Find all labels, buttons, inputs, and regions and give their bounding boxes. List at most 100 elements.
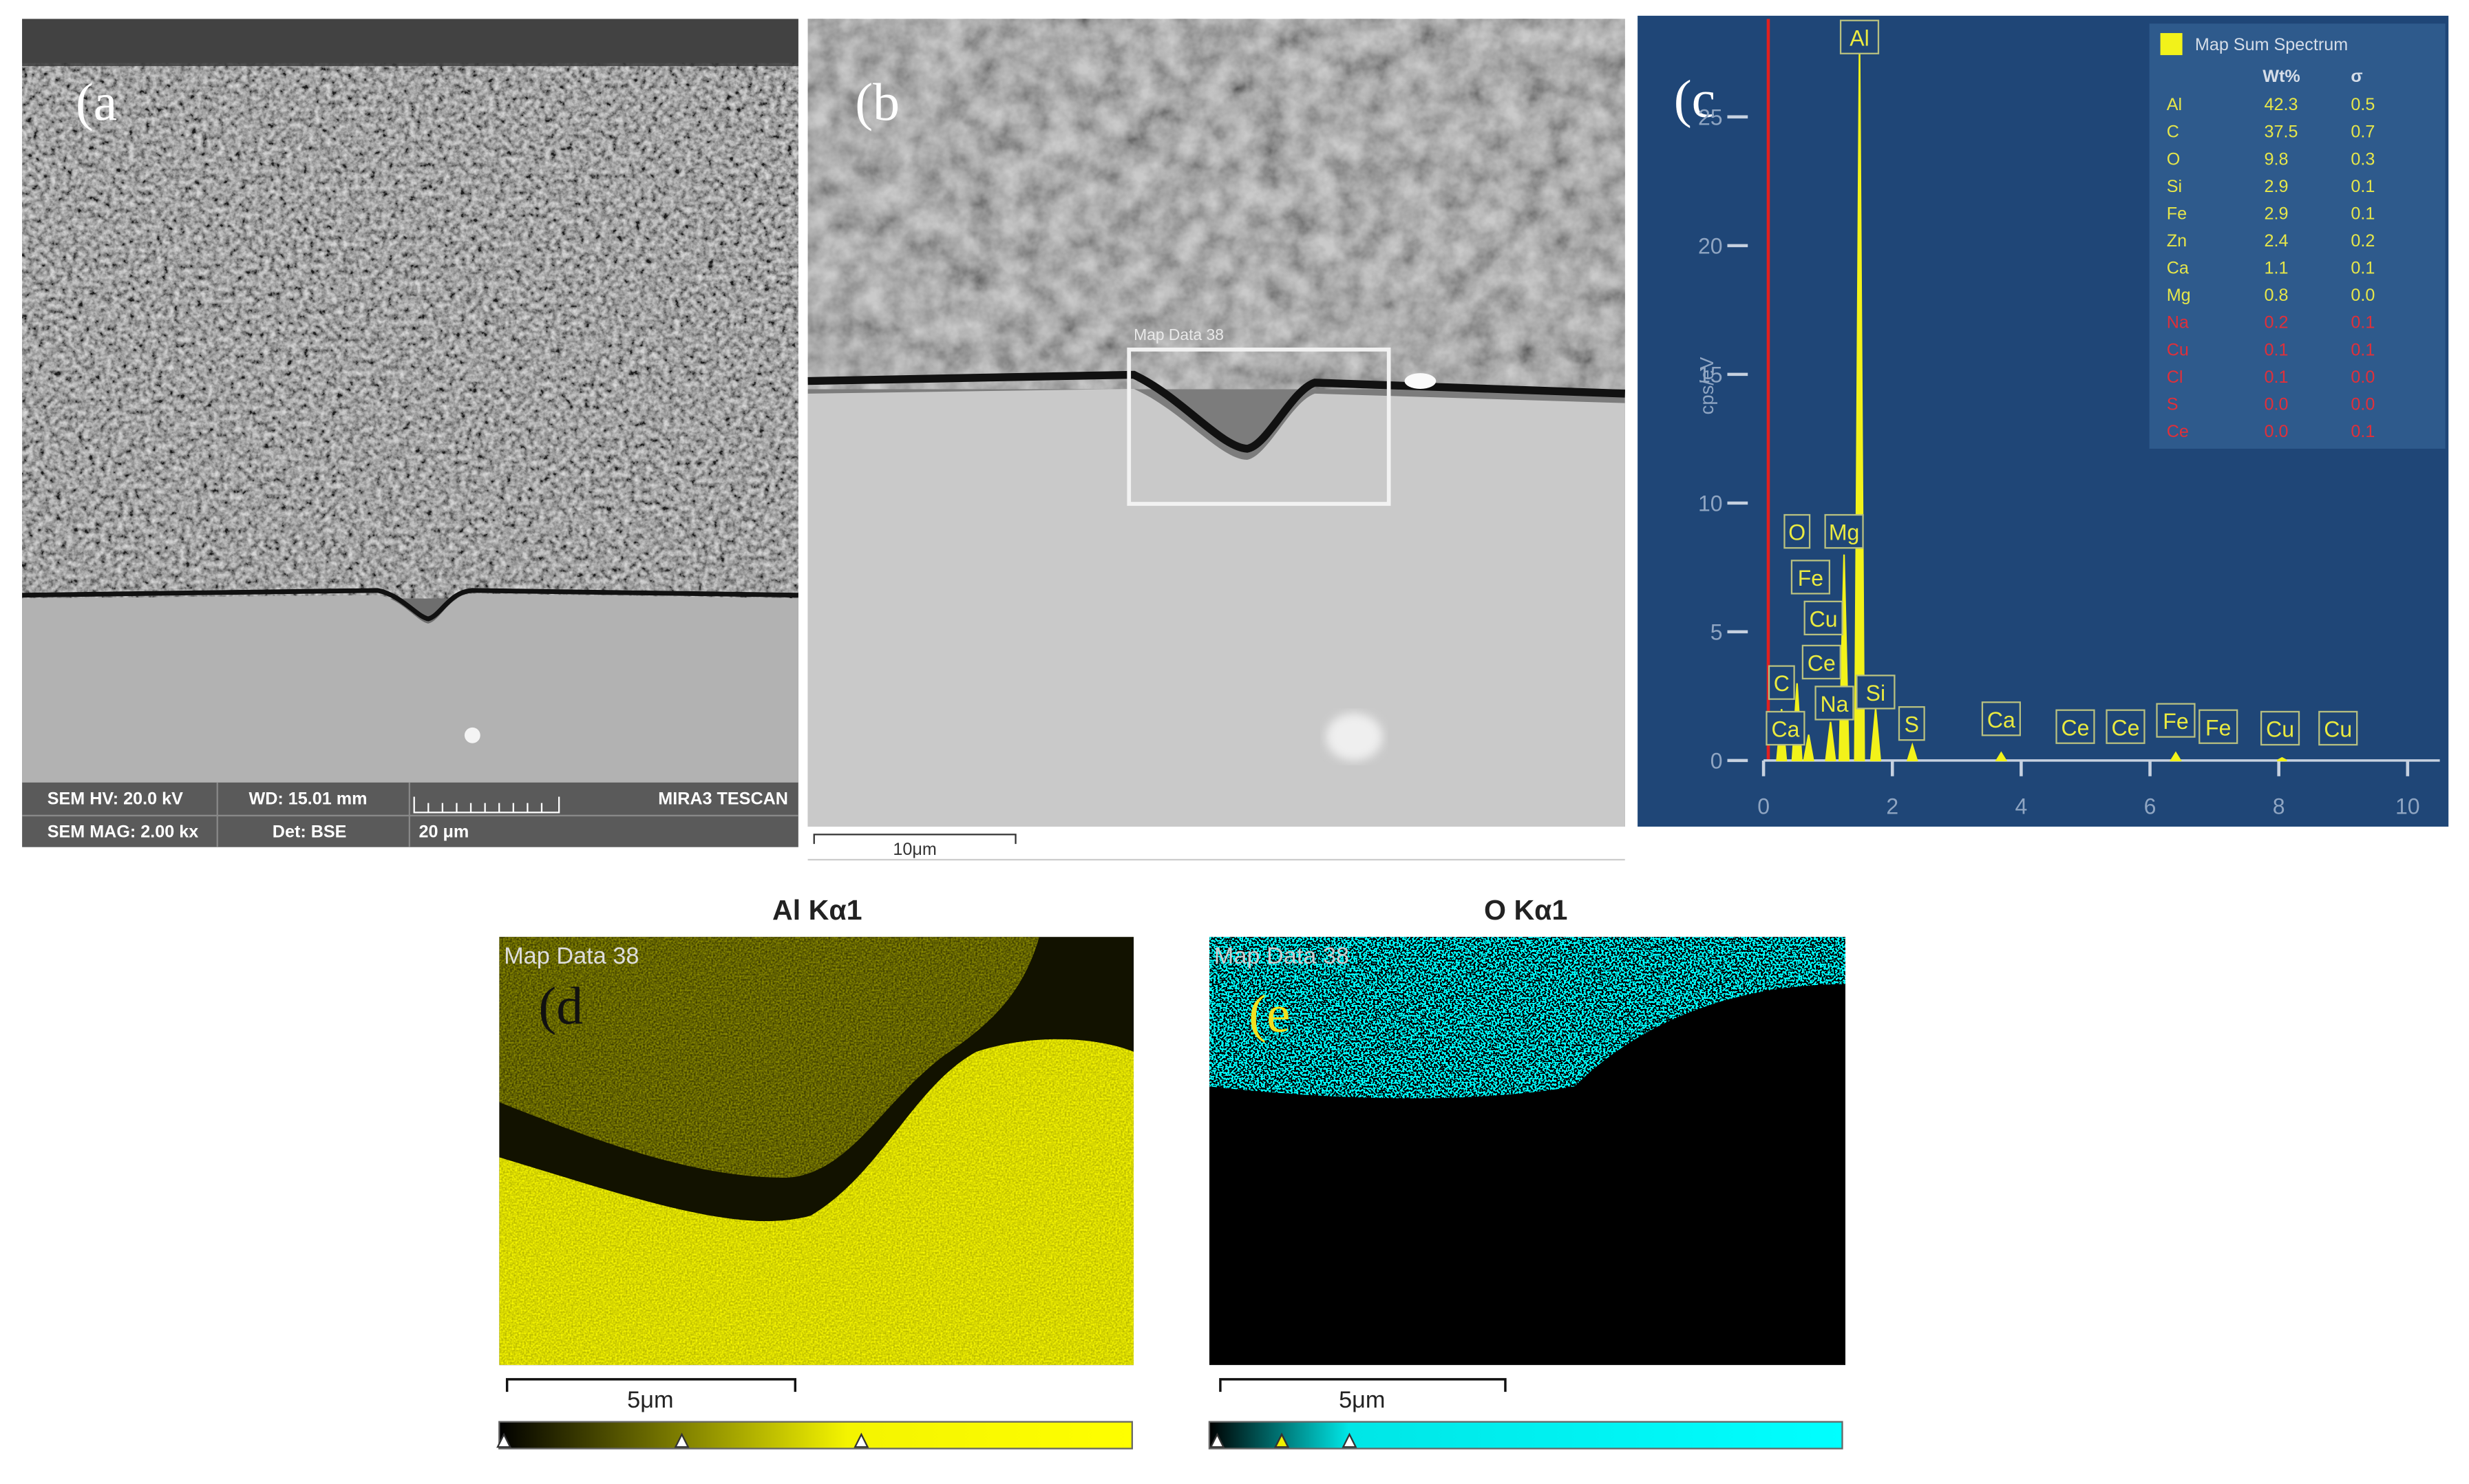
particle <box>1326 713 1383 761</box>
peak-label-box <box>2055 709 2095 744</box>
sem-texture <box>22 63 798 599</box>
table-wt: 2.4 <box>2265 231 2289 251</box>
table-sigma: 0.0 <box>2351 286 2375 305</box>
roi-box <box>1127 347 1391 506</box>
crack <box>807 370 1626 453</box>
table-wt: 42.3 <box>2265 95 2298 114</box>
sem-top-band <box>22 19 798 67</box>
peak <box>1825 721 1836 762</box>
info-scale: 20 μm <box>419 823 469 842</box>
peak-label: Ce <box>2062 715 2090 740</box>
table-element: Na <box>2167 313 2189 332</box>
panel-label: (c <box>1674 69 1715 128</box>
table-wt: 0.1 <box>2265 368 2289 387</box>
table-element: Fe <box>2167 204 2187 223</box>
peak-label-box <box>1814 686 1854 721</box>
peak-label: Ce <box>2112 715 2140 740</box>
peak-label: Al <box>1850 25 1869 50</box>
panel-a: SEM HV: 20.0 kV WD: 15.01 mm MIRA3 TESCA… <box>22 19 798 847</box>
peak <box>1854 39 1865 762</box>
table-wt: 2.9 <box>2265 177 2289 196</box>
peak-label-box <box>1766 710 1805 746</box>
colorbar <box>498 1421 1133 1450</box>
map-title: O Kα1 <box>1484 894 1567 926</box>
peak-label-box <box>1856 675 1896 710</box>
peak-label: Na <box>1821 692 1849 717</box>
peak-label-box <box>1824 513 1864 549</box>
table-element: Cu <box>2167 340 2189 359</box>
table-element: Mg <box>2167 286 2191 305</box>
sem-substrate <box>22 593 798 783</box>
peak-label: Fe <box>2163 709 2188 734</box>
panel-label: (b <box>855 72 900 131</box>
scale-bar <box>813 834 1017 845</box>
sem-texture <box>807 19 1625 390</box>
scale-label: 5μm <box>627 1387 673 1413</box>
element-map <box>1209 937 1846 1366</box>
scale-bar <box>1219 1378 1507 1392</box>
legend-swatch <box>2160 33 2183 56</box>
peak-label: Fe <box>1798 566 1823 591</box>
peak-label-box <box>1839 19 1880 54</box>
peak-label-box <box>2260 710 2300 746</box>
table-sigma: 0.2 <box>2351 231 2375 251</box>
peak-label-box <box>2318 710 2358 746</box>
info-det: Det: BSE <box>273 823 347 842</box>
table-wt: 1.1 <box>2265 259 2289 278</box>
table-header: Wt% <box>2263 67 2300 86</box>
x-tick-label: 8 <box>2273 794 2285 819</box>
x-tick-label: 2 <box>1886 794 1898 819</box>
peak <box>2170 751 2182 762</box>
peak-label: Cu <box>2324 717 2352 742</box>
peak-label-box <box>2106 709 2145 744</box>
legend-title: Map Sum Spectrum <box>2195 35 2348 54</box>
map-label: Map Data 38 <box>504 943 639 969</box>
table-sigma: 0.5 <box>2351 95 2375 114</box>
y-tick-label: 20 <box>1698 233 1723 258</box>
table-sigma: 0.3 <box>2351 149 2375 169</box>
table-sigma: 0.0 <box>2351 394 2375 414</box>
peak-label: O <box>1788 520 1805 545</box>
table-wt: 0.0 <box>2265 394 2289 414</box>
table-wt: 37.5 <box>2265 123 2298 142</box>
panel-label: (d <box>538 976 583 1035</box>
table-sigma: 0.1 <box>2351 204 2375 223</box>
info-wd: WD: 15.01 mm <box>249 789 368 809</box>
peak-label: S <box>1905 712 1919 737</box>
peak-label-box <box>1768 665 1795 700</box>
table-header: σ <box>2351 67 2362 86</box>
table-sigma: 0.0 <box>2351 368 2375 387</box>
peak-label: Si <box>1866 681 1885 706</box>
table-element: Ce <box>2167 422 2189 441</box>
roi-label: Map Data 38 <box>1134 326 1224 343</box>
peak-label-box <box>1783 513 1811 549</box>
y-tick-label: 15 <box>1698 362 1723 387</box>
legend-box <box>2149 23 2446 449</box>
table-element: Ca <box>2167 259 2189 278</box>
table-element: Si <box>2167 177 2182 196</box>
table-sigma: 0.1 <box>2351 259 2375 278</box>
map-title: Al Kα1 <box>772 894 862 926</box>
x-tick-label: 6 <box>2144 794 2157 819</box>
table-sigma: 0.1 <box>2351 313 2375 332</box>
info-brand: MIRA3 TESCAN <box>658 789 788 809</box>
particle <box>464 727 480 743</box>
peak-label: Ce <box>1808 650 1836 675</box>
table-wt: 9.8 <box>2265 149 2289 169</box>
table-sigma: 0.1 <box>2351 340 2375 359</box>
y-tick-label: 0 <box>1710 748 1723 773</box>
table-wt: 0.1 <box>2265 340 2289 359</box>
table-wt: 0.8 <box>2265 286 2289 305</box>
y-axis-label: cps/eV <box>1696 357 1717 415</box>
table-element: Zn <box>2167 231 2187 251</box>
panel-d: Al Kα1 Map Data 38 (d 5μm <box>496 894 1134 1450</box>
colorbar-handle <box>496 1432 869 1448</box>
panel-e: O Kα1 Map Data 38 (e 5μm <box>1208 894 1846 1450</box>
crack <box>22 588 798 622</box>
info-hv: SEM HV: 20.0 kV <box>47 789 183 809</box>
table-sigma: 0.1 <box>2351 177 2375 196</box>
peak <box>1995 751 2008 762</box>
scale-label: 10μm <box>893 840 936 859</box>
peak <box>1803 734 1814 762</box>
